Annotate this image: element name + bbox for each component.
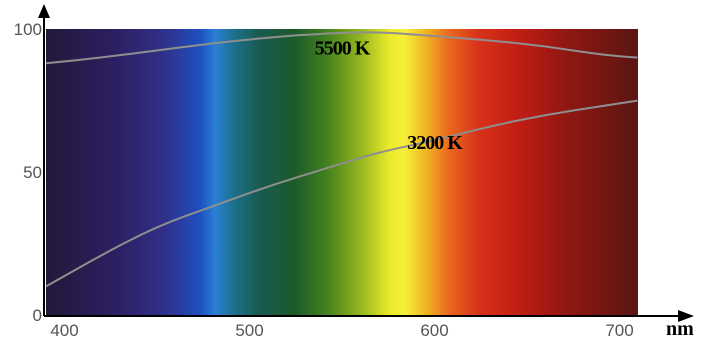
series-line-1 (45, 99, 639, 288)
y-tick-labels: 0 50 100 (14, 20, 42, 325)
y-axis-arrow (38, 4, 50, 18)
spectrum-band (46, 29, 638, 315)
x-tick-label: 700 (605, 321, 633, 340)
series-layer (45, 31, 639, 288)
x-tick-labels: 400 500 600 700 (50, 321, 633, 340)
x-axis-arrow (678, 310, 694, 322)
y-tick-label: 100 (14, 20, 42, 39)
series-labels: 5500 K 3200 K (315, 38, 465, 154)
series-line-0 (45, 31, 639, 65)
series-label: 5500 K (315, 38, 371, 60)
x-tick-label: 600 (420, 321, 448, 340)
x-tick-label: 400 (50, 321, 78, 340)
y-tick-label: 0 (33, 306, 42, 325)
x-tick-label: 500 (235, 321, 263, 340)
x-axis-unit-label: nm (666, 318, 694, 340)
y-tick-label: 50 (23, 163, 42, 182)
series-label: 3200 K (407, 132, 463, 154)
